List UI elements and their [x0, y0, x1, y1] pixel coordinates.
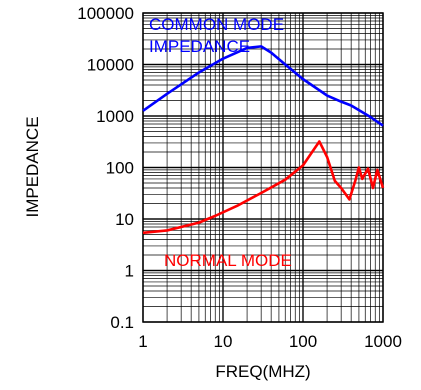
x-tick-label: 10 [214, 332, 233, 351]
series-labels: COMMON MODE IMPEDANCE NORMAL MODE [149, 15, 292, 270]
normal-mode-label: NORMAL MODE [164, 251, 292, 270]
y-tick-label: 1000 [96, 107, 134, 126]
x-tick-label: 1 [138, 332, 147, 351]
y-tick-label: 1 [125, 262, 134, 281]
x-tick-label: 100 [289, 332, 317, 351]
y-tick-label: 100 [106, 159, 134, 178]
y-tick-label: 100000 [77, 4, 134, 23]
y-tick-label: 10 [115, 210, 134, 229]
grid [142, 12, 384, 323]
y-tick-label: 10000 [87, 56, 134, 75]
x-tick-label: 1000 [364, 332, 402, 351]
x-axis-label: FREQ(MHZ) [215, 362, 310, 381]
common-mode-label-line2: IMPEDANCE [149, 37, 250, 56]
series [142, 45, 385, 235]
y-tick-label: 0.1 [110, 313, 134, 332]
common-mode-impedance-line [142, 45, 384, 127]
normal-mode-line [142, 140, 385, 235]
y-axis-label: IMPEDANCE [23, 116, 42, 217]
plot-frame [142, 12, 384, 323]
common-mode-label: COMMON MODE [149, 15, 284, 34]
